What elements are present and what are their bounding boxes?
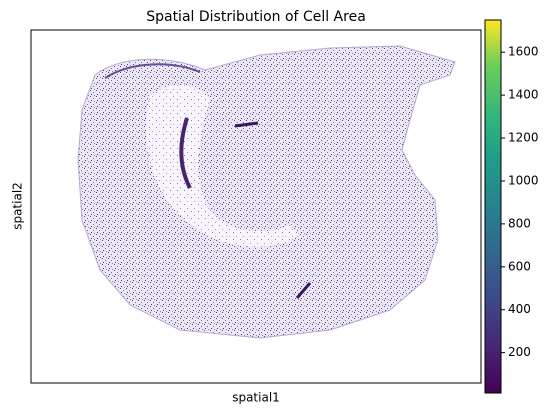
tissue: [77, 45, 456, 339]
colorbar-tick-label: 1400: [508, 88, 539, 102]
colorbar-tick-label: 600: [508, 259, 531, 273]
y-axis-label: spatial2: [11, 182, 25, 230]
colorbar-tick-label: 400: [508, 302, 531, 316]
colorbar-tick-label: 1000: [508, 173, 539, 187]
colorbar-tick-label: 200: [508, 345, 531, 359]
colorbar-tick-label: 800: [508, 216, 531, 230]
colorbar-tick-label: 1600: [508, 45, 539, 59]
chart-title: Spatial Distribution of Cell Area: [146, 9, 366, 25]
colorbar: [484, 19, 502, 394]
colorbar-tick-label: 1200: [508, 131, 539, 145]
x-axis-label: spatial1: [232, 391, 280, 405]
axes-frame: [30, 29, 482, 384]
